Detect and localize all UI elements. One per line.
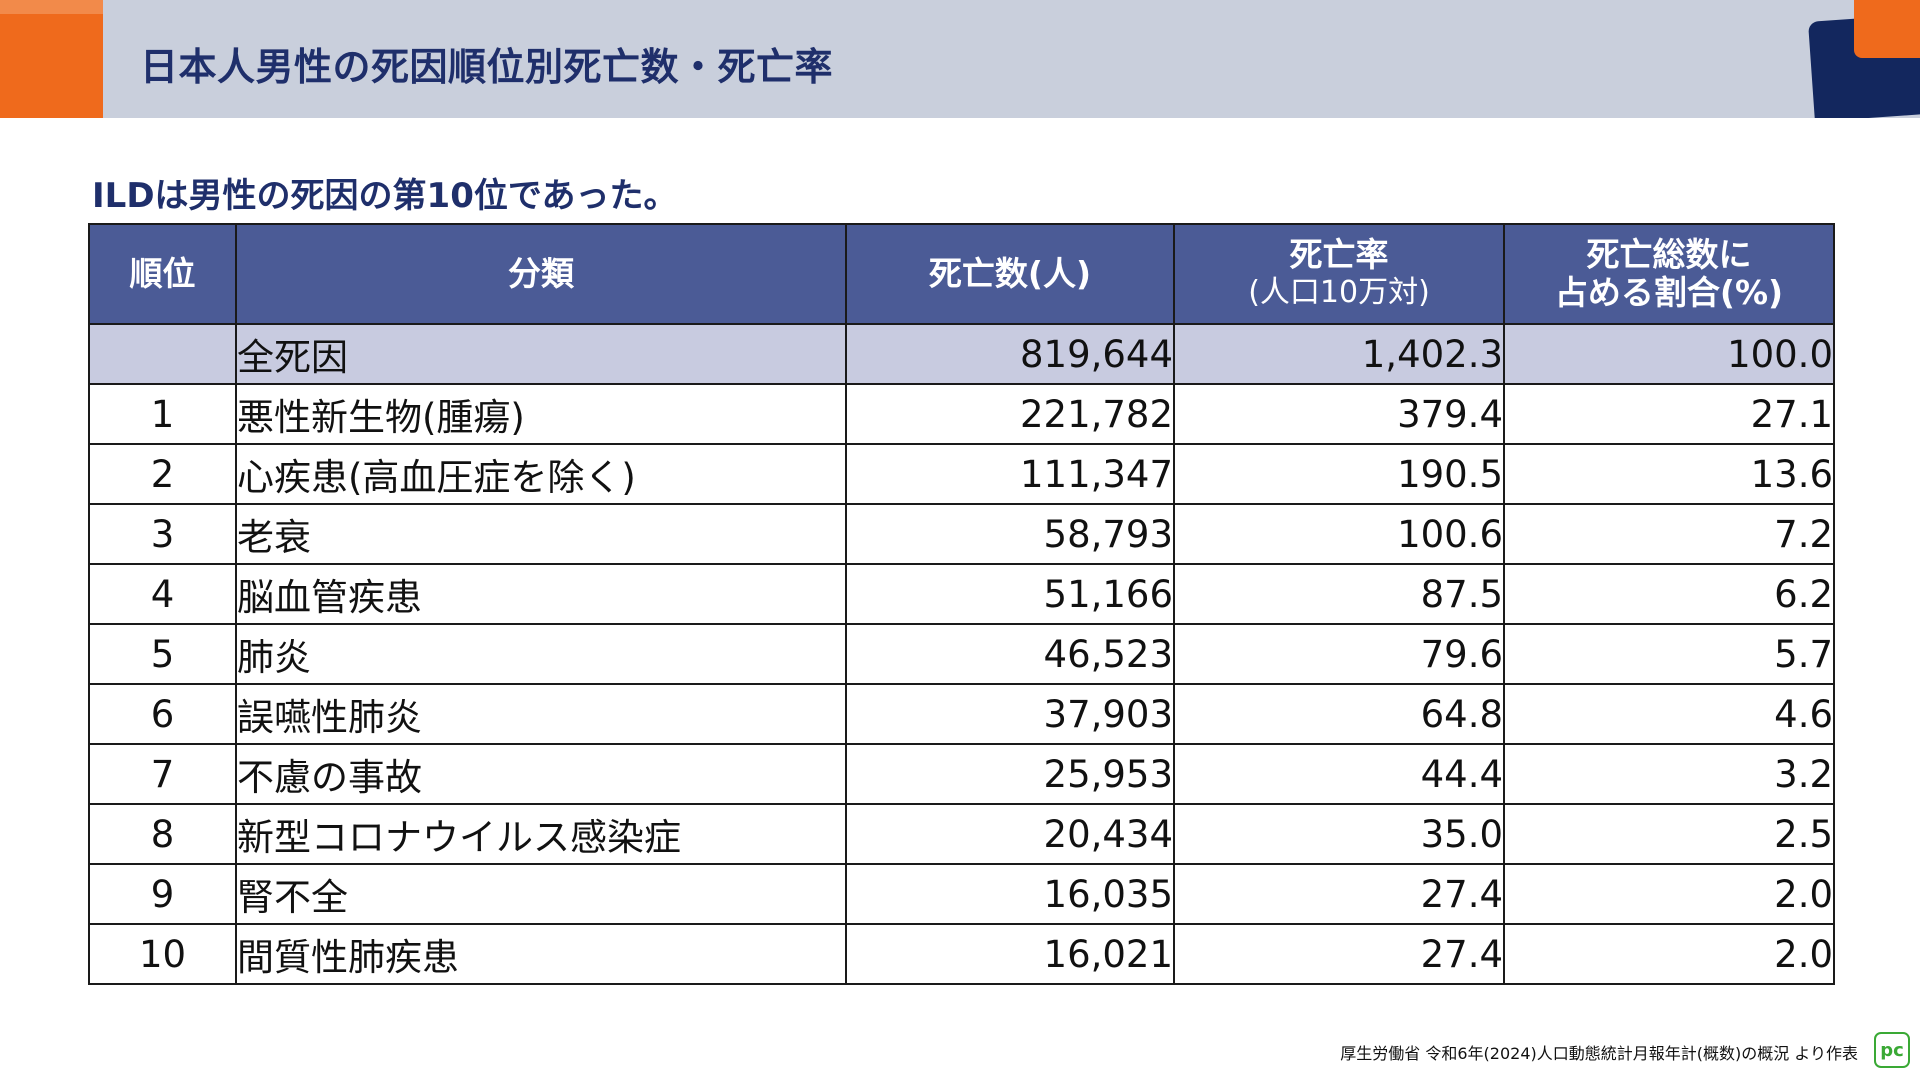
row-rate: 27.4 bbox=[1173, 923, 1505, 985]
row-rank: 4 bbox=[88, 563, 237, 625]
row-category: 悪性新生物(腫瘍) bbox=[235, 383, 847, 445]
table-header-row: 順位 分類 死亡数(人) 死亡率 (人口10万対) 死亡総数に 占める割合(%) bbox=[88, 223, 1835, 325]
total-rate: 1,402.3 bbox=[1173, 323, 1505, 385]
row-category: 心疾患(高血圧症を除く) bbox=[235, 443, 847, 505]
header-band: 日本人男性の死因順位別死亡数・死亡率 bbox=[0, 0, 1920, 118]
header-rate-line1: 死亡率 bbox=[1289, 235, 1389, 274]
row-category: 脳血管疾患 bbox=[235, 563, 847, 625]
row-deaths: 46,523 bbox=[845, 623, 1175, 685]
row-rate: 35.0 bbox=[1173, 803, 1505, 865]
row-rate: 79.6 bbox=[1173, 623, 1505, 685]
slide-subtitle: ILDは男性の死因の第10位であった。 bbox=[92, 176, 678, 216]
total-category: 全死因 bbox=[235, 323, 847, 385]
row-rank: 8 bbox=[88, 803, 237, 865]
row-rank: 1 bbox=[88, 383, 237, 445]
row-deaths: 16,021 bbox=[845, 923, 1175, 985]
total-deaths: 819,644 bbox=[845, 323, 1175, 385]
row-share: 3.2 bbox=[1503, 743, 1835, 805]
row-rank: 5 bbox=[88, 623, 237, 685]
header-share-line1: 死亡総数に bbox=[1586, 235, 1752, 274]
corner-orange-shape bbox=[1854, 0, 1920, 58]
header-category: 分類 bbox=[235, 223, 847, 325]
row-share: 2.0 bbox=[1503, 923, 1835, 985]
table-row: 3 老衰 58,793 100.6 7.2 bbox=[88, 503, 1835, 565]
header-share-line2: 占める割合(%) bbox=[1554, 273, 1784, 312]
row-share: 6.2 bbox=[1503, 563, 1835, 625]
header-share: 死亡総数に 占める割合(%) bbox=[1503, 223, 1835, 325]
row-category: 新型コロナウイルス感染症 bbox=[235, 803, 847, 865]
row-rate: 44.4 bbox=[1173, 743, 1505, 805]
row-deaths: 58,793 bbox=[845, 503, 1175, 565]
row-deaths: 25,953 bbox=[845, 743, 1175, 805]
row-share: 5.7 bbox=[1503, 623, 1835, 685]
row-share: 2.5 bbox=[1503, 803, 1835, 865]
table-row: 10 間質性肺疾患 16,021 27.4 2.0 bbox=[88, 923, 1835, 985]
header-rate-line2: (人口10万対) bbox=[1248, 275, 1430, 310]
row-rank: 2 bbox=[88, 443, 237, 505]
row-rate: 190.5 bbox=[1173, 443, 1505, 505]
table-row: 5 肺炎 46,523 79.6 5.7 bbox=[88, 623, 1835, 685]
row-rank: 7 bbox=[88, 743, 237, 805]
table-row-total: 全死因 819,644 1,402.3 100.0 bbox=[88, 323, 1835, 385]
row-deaths: 111,347 bbox=[845, 443, 1175, 505]
row-rate: 100.6 bbox=[1173, 503, 1505, 565]
table-row: 9 腎不全 16,035 27.4 2.0 bbox=[88, 863, 1835, 925]
brand-logo: pc bbox=[1874, 1032, 1910, 1068]
row-deaths: 16,035 bbox=[845, 863, 1175, 925]
row-share: 13.6 bbox=[1503, 443, 1835, 505]
row-rate: 87.5 bbox=[1173, 563, 1505, 625]
row-deaths: 37,903 bbox=[845, 683, 1175, 745]
row-category: 誤嚥性肺炎 bbox=[235, 683, 847, 745]
row-rate: 64.8 bbox=[1173, 683, 1505, 745]
row-category: 老衰 bbox=[235, 503, 847, 565]
header-rate: 死亡率 (人口10万対) bbox=[1173, 223, 1505, 325]
row-share: 2.0 bbox=[1503, 863, 1835, 925]
header-accent-orange bbox=[0, 0, 103, 118]
row-rank: 6 bbox=[88, 683, 237, 745]
row-rate: 379.4 bbox=[1173, 383, 1505, 445]
row-share: 7.2 bbox=[1503, 503, 1835, 565]
row-rank: 10 bbox=[88, 923, 237, 985]
header-rank: 順位 bbox=[88, 223, 237, 325]
row-share: 27.1 bbox=[1503, 383, 1835, 445]
row-share: 4.6 bbox=[1503, 683, 1835, 745]
table-row: 4 脳血管疾患 51,166 87.5 6.2 bbox=[88, 563, 1835, 625]
total-share: 100.0 bbox=[1503, 323, 1835, 385]
header-deaths: 死亡数(人) bbox=[845, 223, 1175, 325]
row-category: 間質性肺疾患 bbox=[235, 923, 847, 985]
table-row: 8 新型コロナウイルス感染症 20,434 35.0 2.5 bbox=[88, 803, 1835, 865]
table-row: 1 悪性新生物(腫瘍) 221,782 379.4 27.1 bbox=[88, 383, 1835, 445]
row-deaths: 20,434 bbox=[845, 803, 1175, 865]
page-title: 日本人男性の死因順位別死亡数・死亡率 bbox=[140, 45, 834, 89]
row-deaths: 221,782 bbox=[845, 383, 1175, 445]
total-rank bbox=[88, 323, 237, 385]
table-row: 2 心疾患(高血圧症を除く) 111,347 190.5 13.6 bbox=[88, 443, 1835, 505]
row-category: 腎不全 bbox=[235, 863, 847, 925]
table-row: 7 不慮の事故 25,953 44.4 3.2 bbox=[88, 743, 1835, 805]
row-rank: 3 bbox=[88, 503, 237, 565]
source-citation: 厚生労働省 令和6年(2024)人口動態統計月報年計(概数)の概況 より作表 bbox=[1340, 1044, 1858, 1063]
row-rate: 27.4 bbox=[1173, 863, 1505, 925]
row-category: 不慮の事故 bbox=[235, 743, 847, 805]
header-corner-decoration bbox=[1800, 0, 1920, 118]
row-rank: 9 bbox=[88, 863, 237, 925]
row-category: 肺炎 bbox=[235, 623, 847, 685]
table-row: 6 誤嚥性肺炎 37,903 64.8 4.6 bbox=[88, 683, 1835, 745]
cause-of-death-table: 順位 分類 死亡数(人) 死亡率 (人口10万対) 死亡総数に 占める割合(%)… bbox=[88, 223, 1835, 985]
row-deaths: 51,166 bbox=[845, 563, 1175, 625]
